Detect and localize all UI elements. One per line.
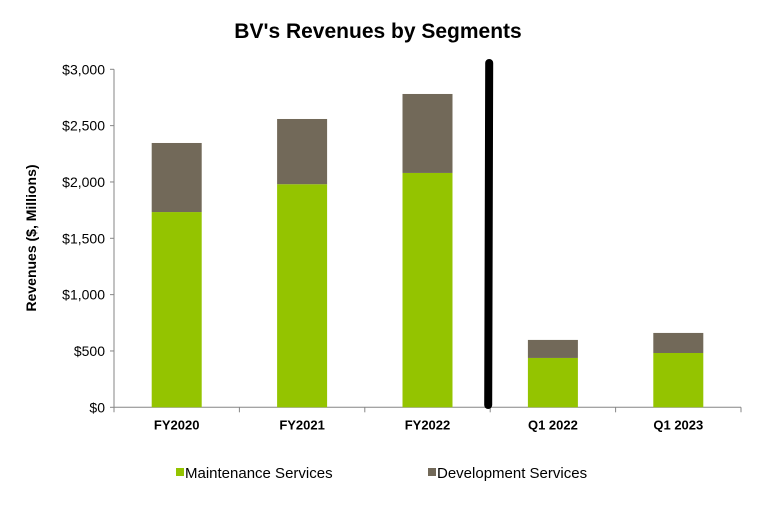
y-axis-label: Revenues ($, Millions) <box>23 164 39 311</box>
x-tick-label: Q1 2023 <box>653 417 703 432</box>
bar-maintenance-services <box>151 212 202 408</box>
bar-development-services <box>277 118 328 185</box>
chart-title: BV's Revenues by Segments <box>234 20 521 43</box>
bar-maintenance-services <box>277 184 328 408</box>
x-tick-label: FY2020 <box>154 417 200 432</box>
period-divider-line <box>484 59 494 409</box>
legend-label: Development Services <box>437 465 587 482</box>
legend-swatch <box>176 468 184 476</box>
y-tick-label: $0 <box>89 399 105 415</box>
bar-maintenance-services <box>527 357 578 408</box>
y-tick-label: $2,000 <box>62 174 105 190</box>
legend-swatch <box>428 468 436 476</box>
y-tick-label: $3,000 <box>62 61 105 77</box>
bar-development-services <box>151 142 202 213</box>
bar-development-services <box>653 332 704 353</box>
y-tick-label: $1,500 <box>62 230 105 246</box>
y-tick-label: $2,500 <box>62 118 105 134</box>
x-tick-label: FY2022 <box>405 417 451 432</box>
x-tick-label: FY2021 <box>279 417 325 432</box>
bar-maintenance-services <box>402 172 453 408</box>
y-tick-label: $1,000 <box>62 287 105 303</box>
bar-development-services <box>527 339 578 358</box>
legend-label: Maintenance Services <box>185 465 333 482</box>
y-tick-label: $500 <box>74 343 105 359</box>
bar-development-services <box>402 93 453 173</box>
x-tick-label: Q1 2022 <box>528 417 578 432</box>
bar-maintenance-services <box>653 352 704 408</box>
